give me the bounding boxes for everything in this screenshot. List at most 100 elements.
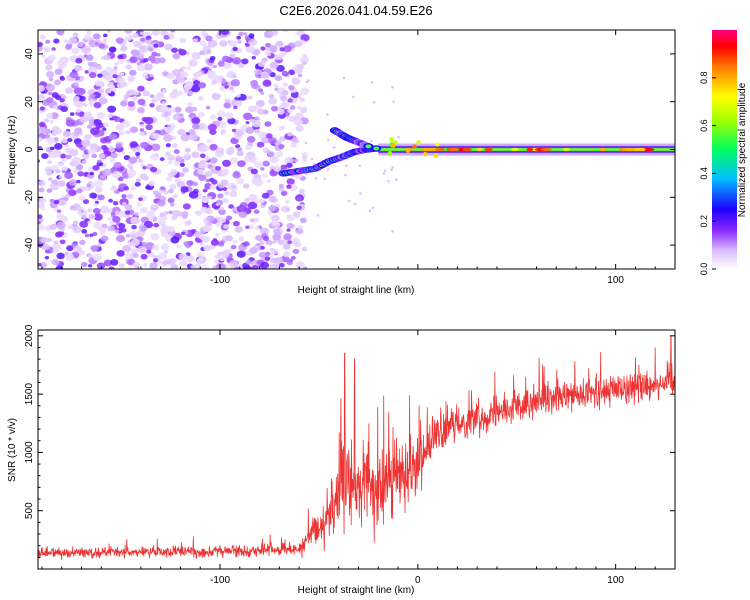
noise-blob: [160, 243, 170, 251]
noise-blob: [97, 73, 103, 78]
noise-blob: [159, 157, 165, 162]
noise-blob: [262, 160, 270, 167]
noise-blob: [232, 239, 238, 244]
noise-blob: [171, 143, 178, 148]
noise-blob: [130, 185, 137, 191]
noise-blob: [38, 42, 43, 47]
tone-peak: [420, 147, 429, 152]
noise-blob: [202, 188, 208, 193]
noise-blob: [53, 199, 60, 205]
noise-blob: [264, 51, 270, 56]
noise-blob: [54, 68, 63, 75]
noise-blob: [164, 151, 171, 157]
noise-blob: [216, 110, 226, 118]
noise-blob: [200, 264, 209, 269]
noise-blob: [291, 137, 299, 144]
noise-blob: [170, 236, 180, 244]
noise-blob: [236, 35, 242, 40]
noise-blob: [292, 66, 298, 71]
noise-blob: [261, 192, 270, 199]
noise-blob: [98, 97, 108, 105]
noise-blob: [179, 172, 185, 177]
noise-blob: [125, 130, 131, 135]
noise-blob: [191, 106, 198, 112]
noise-blob: [99, 153, 106, 159]
noise-blob: [267, 151, 275, 157]
noise-blob: [133, 50, 141, 57]
noise-blob: [180, 186, 189, 193]
noise-blob: [238, 211, 248, 219]
merge-spot: [423, 151, 428, 157]
noise-blob: [270, 220, 277, 225]
noise-blob: [223, 62, 232, 70]
noise-blob: [265, 133, 273, 139]
noise-blob: [241, 58, 249, 65]
noise-blob: [176, 181, 186, 188]
noise-blob: [102, 168, 112, 177]
noise-blob: [76, 179, 81, 184]
noise-blob: [109, 152, 118, 159]
noise-blob: [294, 112, 304, 120]
noise-blob: [142, 90, 150, 97]
noise-blob: [49, 146, 55, 151]
noise-blob: [107, 105, 117, 113]
noise-blob: [295, 261, 305, 269]
noise-blob: [71, 47, 80, 55]
noise-blob: [96, 112, 106, 119]
tone-peak: [450, 147, 459, 152]
noise-blob: [108, 147, 115, 153]
noise-blob: [197, 111, 205, 118]
noise-blob: [151, 30, 161, 36]
sparse-blob: [307, 79, 310, 82]
noise-blob: [168, 188, 174, 194]
noise-blob: [178, 113, 183, 117]
noise-blob: [209, 184, 217, 190]
noise-blob: [150, 233, 160, 241]
noise-blob: [123, 154, 131, 161]
noise-blob: [300, 87, 310, 95]
noise-blob: [245, 36, 251, 42]
noise-blob: [221, 168, 230, 176]
noise-blob: [158, 252, 168, 260]
noise-blob: [224, 191, 229, 195]
snr-x-ticks: -100 0 100: [41, 330, 676, 586]
noise-blob: [268, 97, 277, 105]
noise-blob: [231, 184, 237, 189]
noise-blob: [268, 195, 277, 203]
sparse-blob: [326, 113, 329, 116]
noise-blob: [59, 239, 66, 245]
noise-blob: [288, 69, 296, 76]
noise-blob: [300, 56, 310, 64]
noise-blob: [256, 141, 265, 148]
noise-blob: [249, 48, 256, 53]
noise-blob: [295, 31, 300, 36]
noise-blob: [104, 44, 109, 49]
noise-blob: [58, 162, 64, 167]
noise-blob: [238, 31, 244, 36]
sparse-blob: [347, 199, 351, 203]
noise-blob: [219, 40, 228, 47]
noise-blob: [39, 106, 45, 111]
noise-blob: [216, 263, 226, 269]
noise-blob: [254, 198, 261, 204]
noise-blob: [190, 264, 197, 269]
noise-blob: [302, 157, 308, 162]
merge-spot: [389, 137, 394, 142]
noise-blob: [58, 175, 64, 179]
noise-blob: [55, 169, 61, 174]
noise-blob: [144, 75, 149, 79]
colorbar-tick-label: 0.8: [699, 72, 709, 85]
noise-blob: [142, 166, 147, 170]
noise-blob: [125, 64, 132, 70]
noise-blob: [177, 130, 184, 136]
noise-blob: [229, 157, 239, 164]
noise-blob: [191, 52, 201, 60]
noise-blob: [120, 151, 126, 155]
noise-blob: [199, 144, 209, 152]
noise-blob: [171, 47, 178, 53]
sparse-blob: [368, 209, 372, 213]
sparse-blob: [316, 214, 320, 217]
noise-blob: [44, 133, 50, 139]
noise-blob: [269, 169, 278, 177]
noise-blob: [165, 259, 171, 264]
